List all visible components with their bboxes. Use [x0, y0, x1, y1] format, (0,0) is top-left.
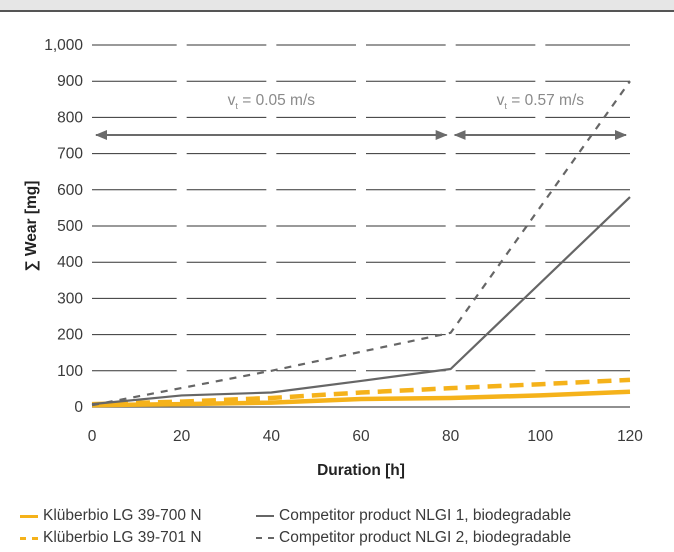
y-tick-label: 1,000 — [44, 37, 83, 54]
y-tick-label: 600 — [57, 182, 83, 199]
x-tick-label: 100 — [527, 428, 553, 445]
y-tick-label: 900 — [57, 73, 83, 90]
y-tick-label: 300 — [57, 290, 83, 307]
y-tick-label: 0 — [74, 399, 83, 416]
speed-annotation-label: vt = 0.57 m/s — [497, 92, 585, 111]
y-tick-label: 200 — [57, 327, 83, 344]
y-tick-label: 400 — [57, 254, 83, 271]
series-line-2 — [91, 377, 631, 407]
x-tick-label: 0 — [88, 428, 97, 445]
legend-item-series-2: Klüberbio LG 39-701 N — [20, 529, 256, 547]
legend-label-series-2: Klüberbio LG 39-701 N — [43, 529, 202, 546]
wear-chart: 0 100 200 300 400 500 600 700 800 900 1,000 0 20 40 60… — [23, 37, 643, 479]
x-tick-label: 80 — [442, 428, 460, 445]
y-tick-label: 700 — [57, 146, 83, 163]
y-tick-label: 500 — [57, 218, 83, 235]
series-line-3 — [91, 196, 631, 406]
legend-item-series-1: Klüberbio LG 39-700 N — [20, 507, 256, 525]
legend-label-series-3: Competitor product NLGI 1, biodegradable — [279, 507, 572, 524]
series-line-1 — [91, 389, 631, 408]
legend-label-series-4: Competitor product NLGI 2, biodegradable — [279, 529, 572, 546]
legend-swatch-series-2 — [20, 536, 38, 540]
x-tick-label: 20 — [173, 428, 191, 445]
y-tick-label: 100 — [57, 363, 83, 380]
y-axis-title: ∑ Wear [mg] — [23, 181, 40, 272]
x-tick-label: 60 — [352, 428, 370, 445]
x-tick-label: 40 — [263, 428, 281, 445]
x-axis-title: Duration [h] — [317, 462, 405, 479]
legend-item-series-3: Competitor product NLGI 1, biodegradable — [256, 507, 571, 525]
legend: Klüberbio LG 39-700 N Competitor product… — [20, 505, 670, 549]
x-tick-label: 120 — [617, 428, 643, 445]
speed-annotation-label: vt = 0.05 m/s — [228, 92, 316, 111]
legend-swatch-series-1 — [20, 514, 38, 518]
legend-label-series-1: Klüberbio LG 39-700 N — [43, 507, 202, 524]
series-line-4 — [91, 80, 631, 407]
legend-swatch-series-3 — [256, 515, 274, 517]
legend-swatch-series-4 — [256, 537, 274, 539]
header-bar — [0, 0, 674, 12]
y-tick-label: 800 — [57, 109, 83, 126]
legend-item-series-4: Competitor product NLGI 2, biodegradable — [256, 529, 571, 547]
